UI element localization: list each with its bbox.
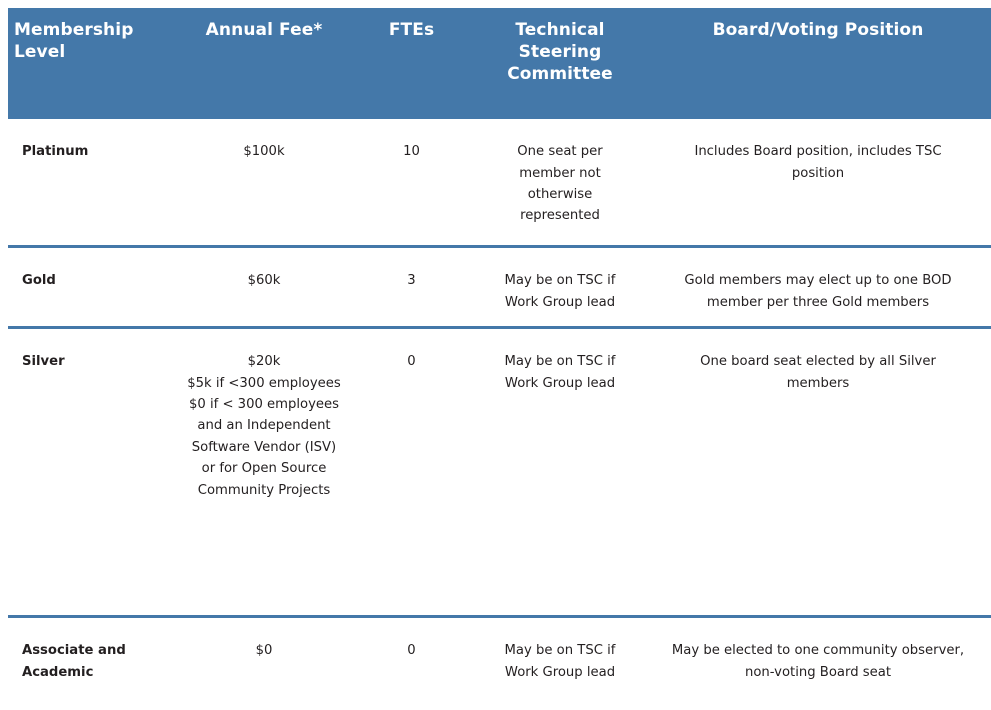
cell-board-voting-position: Includes Board position, includes TSC po… [645,119,991,249]
cell-ftes: 3 [348,246,475,330]
table-row: Platinum $100k 10 One seat per member no… [8,119,991,249]
column-header-technical-steering-committee: Technical Steering Committee [475,8,645,120]
table-body: Platinum $100k 10 One seat per member no… [8,119,991,710]
cell-annual-fee: $0 [180,616,348,710]
cell-board-voting-position: Gold members may elect up to one BOD mem… [645,246,991,330]
cell-membership-level: Silver [8,327,180,619]
cell-annual-fee: $20k $5k if <300 employees $0 if < 300 emp… [180,327,348,619]
table-header: Membership Level Annual Fee* FTEs Techni… [8,8,991,120]
cell-technical-steering-committee: May be on TSC if Work Group lead [475,327,645,619]
cell-text-line: $0 if < 300 employees and an Independent… [188,397,340,498]
column-header-annual-fee: Annual Fee* [180,8,348,120]
cell-technical-steering-committee: May be on TSC if Work Group lead [475,616,645,710]
cell-membership-level: Gold [8,246,180,330]
cell-ftes: 0 [348,616,475,710]
cell-text-line: $20k [247,354,281,370]
membership-levels-table: Membership Level Annual Fee* FTEs Techni… [8,8,991,710]
cell-annual-fee: $60k [180,246,348,330]
table-row: Silver $20k $5k if <300 employees $0 if < … [8,327,991,619]
cell-board-voting-position: May be elected to one community observer… [645,616,991,710]
table-header-row: Membership Level Annual Fee* FTEs Techni… [8,8,991,120]
cell-membership-level: Associate and Academic [8,616,180,710]
cell-membership-level: Platinum [8,119,180,249]
column-header-ftes: FTEs [348,8,475,120]
cell-ftes: 10 [348,119,475,249]
table-row: Associate and Academic $0 0 May be on TS… [8,616,991,710]
membership-table-container: Membership Level Annual Fee* FTEs Techni… [8,8,991,680]
column-header-membership-level: Membership Level [8,8,180,120]
cell-board-voting-position: One board seat elected by all Silver mem… [645,327,991,619]
cell-technical-steering-committee: May be on TSC if Work Group lead [475,246,645,330]
cell-text-line: $5k if <300 employees [187,375,341,391]
cell-technical-steering-committee: One seat per member not otherwise repres… [475,119,645,249]
column-header-board-voting-position: Board/Voting Position [645,8,991,120]
cell-annual-fee: $100k [180,119,348,249]
table-row: Gold $60k 3 May be on TSC if Work Group … [8,246,991,330]
cell-ftes: 0 [348,327,475,619]
